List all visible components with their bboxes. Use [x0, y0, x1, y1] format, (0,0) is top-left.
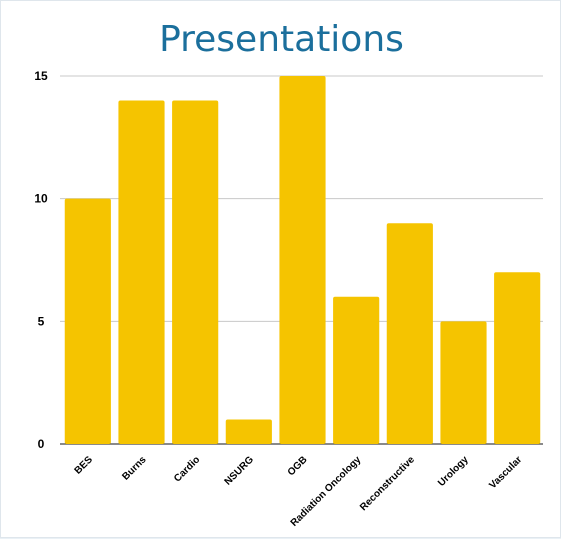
x-tick-label: Reconstructive [358, 454, 417, 513]
bar-nsurg [225, 419, 272, 444]
x-tick-label: Urology [436, 454, 471, 489]
bar-reconstructive [386, 223, 433, 444]
chart-title: Presentations [159, 19, 404, 60]
bar-ogb [279, 76, 326, 444]
x-tick-label: Cardio [172, 454, 202, 484]
bar-urology [440, 321, 487, 444]
bar-bes [64, 198, 111, 444]
x-tick-label: Vascular [487, 454, 524, 491]
x-tick-label: OGB [286, 454, 310, 478]
y-tick-label: 15 [34, 69, 48, 83]
x-tick-label: Burns [120, 454, 149, 483]
bar-cardio [172, 100, 219, 445]
bar-radiation-oncology [333, 296, 380, 444]
x-tick-label: BES [73, 454, 96, 477]
y-tick-label: 0 [38, 437, 45, 451]
y-tick-label: 5 [38, 314, 45, 328]
y-tick-label: 10 [34, 192, 48, 206]
bar-burns [118, 100, 165, 445]
bar-vascular [494, 272, 541, 444]
x-tick-label: NSURG [223, 454, 256, 487]
